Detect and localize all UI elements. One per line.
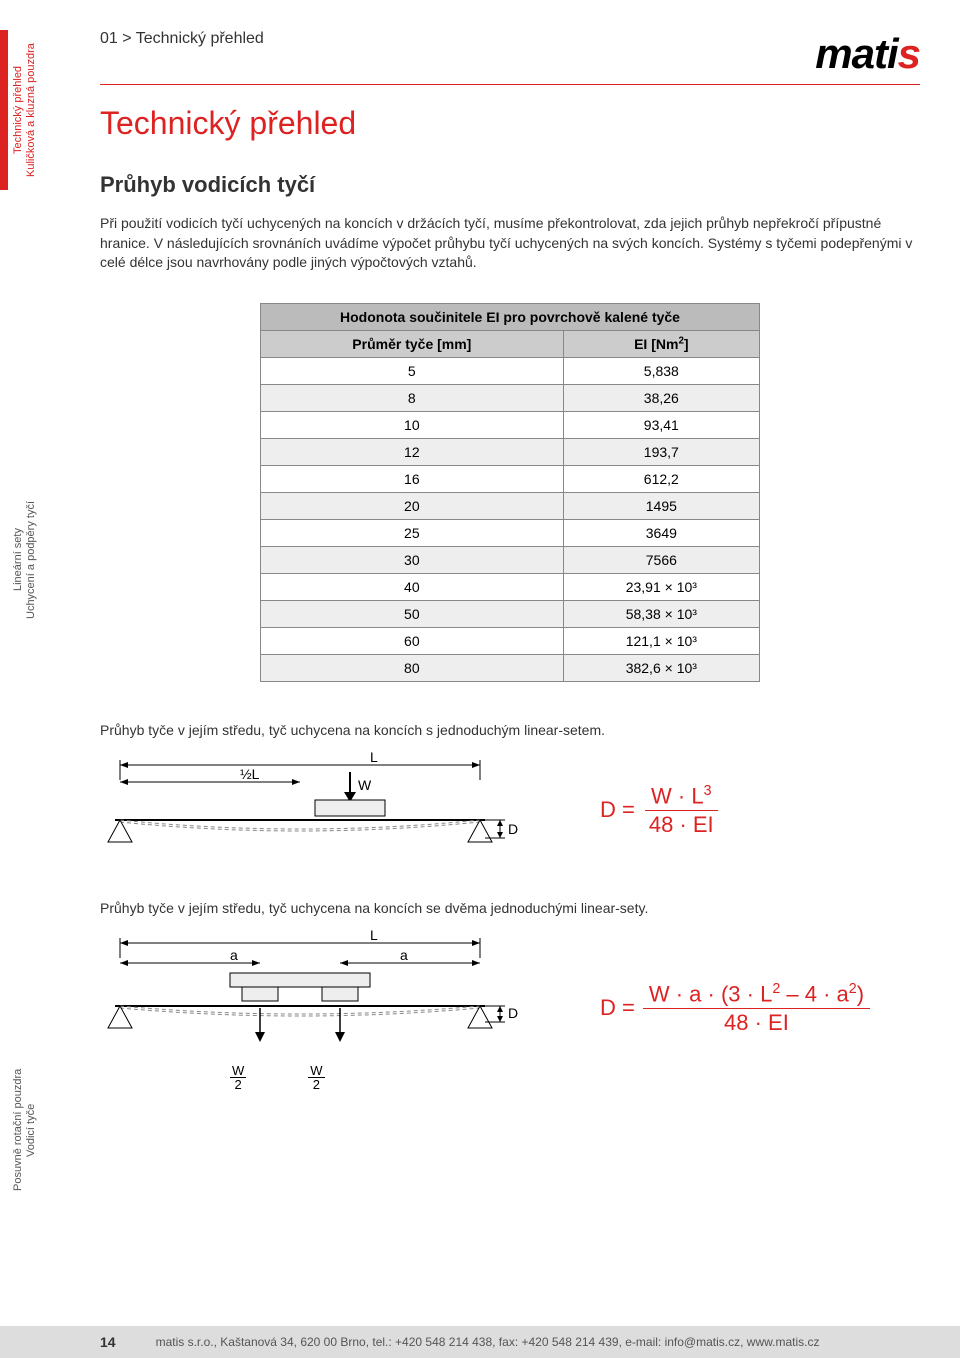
- page-title: Technický přehled: [100, 105, 920, 142]
- table-row: 1093,41: [261, 412, 760, 439]
- cell-ei: 1495: [563, 493, 759, 520]
- caption-2: Průhyb tyče v jejím středu, tyč uchycena…: [100, 900, 920, 916]
- page-number: 14: [100, 1334, 116, 1350]
- formula2-den: 48 · EI: [718, 1009, 795, 1035]
- table-row: 80382,6 × 10³: [261, 655, 760, 682]
- table-col2-header: EI [Nm2]: [563, 330, 759, 358]
- cell-ei: 7566: [563, 547, 759, 574]
- cell-ei: 121,1 × 10³: [563, 628, 759, 655]
- section-subtitle: Průhyb vodicích tyčí: [100, 172, 920, 198]
- cell-diameter: 50: [261, 601, 564, 628]
- table-row: 16612,2: [261, 466, 760, 493]
- table-row: 201495: [261, 493, 760, 520]
- cell-diameter: 12: [261, 439, 564, 466]
- side-tab-marker: [0, 30, 8, 190]
- diagram-single-load: L ½L W: [100, 750, 560, 870]
- cell-ei: 23,91 × 10³: [563, 574, 759, 601]
- label-L2: L: [370, 928, 378, 943]
- cell-diameter: 16: [261, 466, 564, 493]
- cell-ei: 3649: [563, 520, 759, 547]
- w2-frac-1: W2: [230, 1064, 246, 1091]
- label-D2: D: [508, 1005, 518, 1021]
- caption-1: Průhyb tyče v jejím středu, tyč uchycena…: [100, 722, 920, 738]
- formula1-num: W · L3: [645, 784, 718, 812]
- formula2-lhs: D =: [600, 995, 635, 1021]
- cell-ei: 193,7: [563, 439, 759, 466]
- cell-ei: 612,2: [563, 466, 759, 493]
- cell-diameter: 10: [261, 412, 564, 439]
- table-row: 5058,38 × 10³: [261, 601, 760, 628]
- cell-diameter: 30: [261, 547, 564, 574]
- cell-ei: 38,26: [563, 385, 759, 412]
- table-row: 12193,7: [261, 439, 760, 466]
- table-row: 60121,1 × 10³: [261, 628, 760, 655]
- cell-ei: 93,41: [563, 412, 759, 439]
- table-row: 253649: [261, 520, 760, 547]
- w2-frac-2: W2: [308, 1064, 324, 1091]
- table-row: 4023,91 × 10³: [261, 574, 760, 601]
- cell-diameter: 40: [261, 574, 564, 601]
- logo: matis: [815, 30, 920, 78]
- label-L: L: [370, 750, 378, 765]
- cell-diameter: 60: [261, 628, 564, 655]
- table-row: 838,26: [261, 385, 760, 412]
- breadcrumb: 01 > Technický přehled: [100, 30, 264, 48]
- table-row: 55,838: [261, 358, 760, 385]
- intro-paragraph: Při použití vodicích tyčí uchycených na …: [100, 214, 920, 273]
- formula1-lhs: D =: [600, 797, 635, 823]
- label-W: W: [358, 777, 372, 793]
- cell-diameter: 20: [261, 493, 564, 520]
- formula-1: D = W · L3 48 · EI: [600, 784, 720, 838]
- formula1-den: 48 · EI: [643, 811, 720, 837]
- side-tab: Technický přehledKuličková a kluzná pouz…: [10, 30, 40, 190]
- label-D1: D: [508, 821, 518, 837]
- header-row: 01 > Technický přehled matis: [100, 30, 920, 85]
- side-tab: Posuvně rotační pouzdraVodicí tyče: [10, 1050, 40, 1210]
- table-body: 55,838838,261093,4112193,716612,22014952…: [261, 358, 760, 682]
- formula-2: D = W · a · (3 · L2 – 4 · a2) 48 · EI: [600, 982, 870, 1036]
- side-tab: Lineární setyUchycení a podpěry tyčí: [10, 480, 40, 640]
- table-span-header: Hodonota součinitele EI pro povrchově ka…: [261, 303, 760, 330]
- cell-diameter: 8: [261, 385, 564, 412]
- ei-table: Hodonota součinitele EI pro povrchově ka…: [260, 303, 760, 683]
- page-footer: 14 matis s.r.o., Kaštanová 34, 620 00 Br…: [0, 1326, 960, 1358]
- formula2-num: W · a · (3 · L2 – 4 · a2): [643, 982, 870, 1010]
- label-a2: a: [400, 947, 408, 963]
- table-col1-header: Průměr tyče [mm]: [261, 330, 564, 358]
- cell-diameter: 5: [261, 358, 564, 385]
- label-a1: a: [230, 947, 238, 963]
- cell-ei: 5,838: [563, 358, 759, 385]
- cell-diameter: 25: [261, 520, 564, 547]
- side-tabs-container: Technický přehledKuličková a kluzná pouz…: [0, 0, 48, 1280]
- cell-ei: 382,6 × 10³: [563, 655, 759, 682]
- cell-diameter: 80: [261, 655, 564, 682]
- label-halfL: ½L: [240, 766, 260, 782]
- cell-ei: 58,38 × 10³: [563, 601, 759, 628]
- table-row: 307566: [261, 547, 760, 574]
- footer-text: matis s.r.o., Kaštanová 34, 620 00 Brno,…: [156, 1335, 820, 1349]
